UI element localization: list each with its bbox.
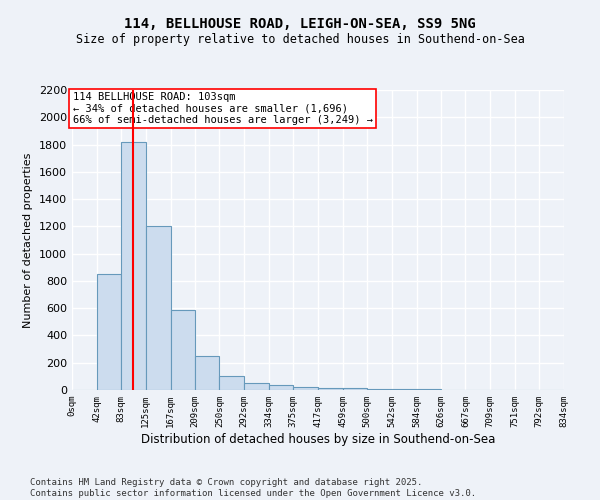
Bar [318,388,343,390]
Bar [170,310,195,390]
Bar [220,376,244,390]
X-axis label: Distribution of detached houses by size in Southend-on-Sea: Distribution of detached houses by size … [141,432,495,446]
Text: Contains HM Land Registry data © Crown copyright and database right 2025.
Contai: Contains HM Land Registry data © Crown c… [30,478,476,498]
Bar [367,389,392,390]
Bar [146,226,170,390]
Text: 114, BELLHOUSE ROAD, LEIGH-ON-SEA, SS9 5NG: 114, BELLHOUSE ROAD, LEIGH-ON-SEA, SS9 5… [124,18,476,32]
Bar [121,142,146,390]
Text: Size of property relative to detached houses in Southend-on-Sea: Size of property relative to detached ho… [76,32,524,46]
Bar [195,356,220,390]
Bar [244,382,269,390]
Bar [293,386,318,390]
Bar [343,388,367,390]
Bar [97,274,121,390]
Text: 114 BELLHOUSE ROAD: 103sqm
← 34% of detached houses are smaller (1,696)
66% of s: 114 BELLHOUSE ROAD: 103sqm ← 34% of deta… [73,92,373,125]
Bar [269,384,293,390]
Y-axis label: Number of detached properties: Number of detached properties [23,152,34,328]
